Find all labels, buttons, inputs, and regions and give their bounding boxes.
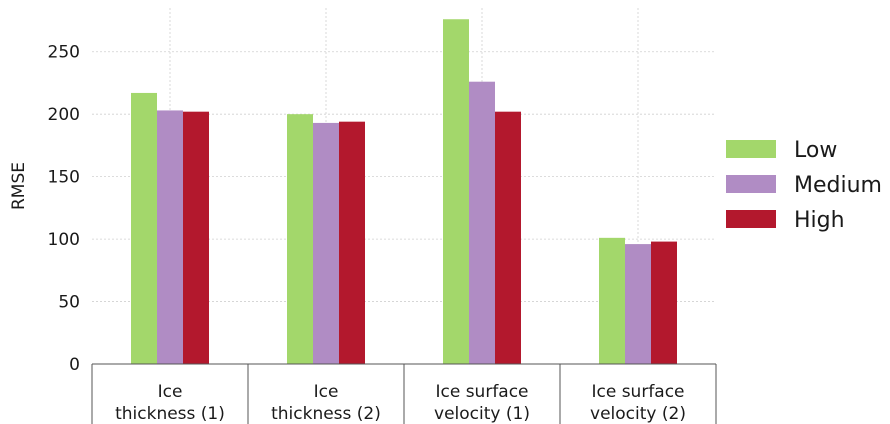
legend-swatch-low	[726, 140, 776, 158]
bar-medium	[157, 110, 183, 364]
y-tick-label: 100	[48, 230, 80, 250]
x-category-label: velocity (1)	[434, 404, 530, 424]
y-tick-label: 200	[48, 105, 80, 125]
bar-low	[131, 92, 157, 364]
y-axis-title: RMSE	[9, 162, 29, 210]
y-tick-label: 50	[58, 293, 80, 313]
x-category-label: Ice	[314, 382, 339, 402]
bars	[131, 19, 677, 365]
x-category-label: velocity (2)	[590, 404, 686, 424]
bar-low	[443, 19, 469, 365]
bar-low	[599, 237, 625, 364]
x-category-label: thickness (1)	[115, 404, 225, 424]
legend-label-high: High	[794, 208, 845, 233]
x-category-label: Ice surface	[435, 382, 528, 402]
legend-label-low: Low	[794, 138, 837, 163]
y-tick-labels: 0 50 100 150 200 250	[48, 43, 80, 375]
bar-low	[287, 114, 313, 364]
bar-high	[495, 111, 521, 365]
bar-high	[651, 241, 677, 364]
y-tick-label: 150	[48, 168, 80, 188]
x-category-label: Ice	[158, 382, 183, 402]
legend-swatch-high	[726, 210, 776, 228]
x-category-label: Ice surface	[591, 382, 684, 402]
bar-medium	[625, 244, 651, 364]
legend-swatch-medium	[726, 175, 776, 193]
bar-high	[183, 111, 209, 365]
legend-label-medium: Medium	[794, 173, 882, 198]
legend: Low Medium High	[726, 138, 882, 233]
x-category-label: thickness (2)	[271, 404, 381, 424]
y-tick-label: 0	[69, 355, 80, 375]
y-tick-label: 250	[48, 43, 80, 63]
bar-medium	[469, 81, 495, 364]
bar-medium	[313, 122, 339, 364]
bar-high	[339, 121, 365, 365]
